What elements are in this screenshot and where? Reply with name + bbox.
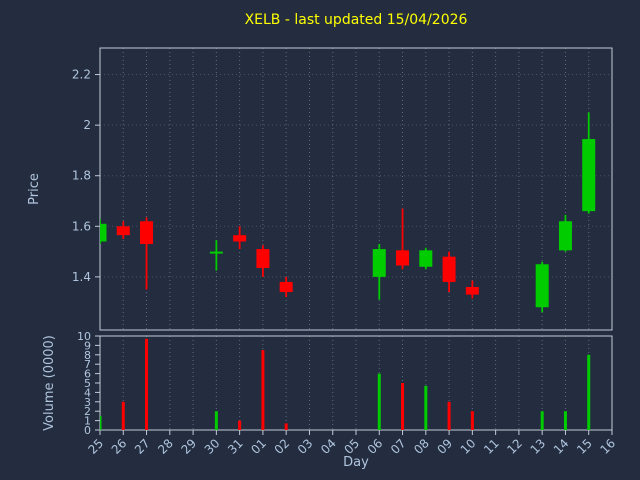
price-tick-label: 1.4 <box>72 270 91 284</box>
day-tick-label: 03 <box>295 436 316 457</box>
volume-tick-label: 3 <box>84 396 91 409</box>
volume-bar <box>238 420 242 430</box>
volume-tick-label: 9 <box>84 339 91 352</box>
day-tick-label: 07 <box>388 436 409 457</box>
volume-tick-label: 10 <box>77 330 91 343</box>
candle-body <box>419 250 433 267</box>
volume-tick-label: 5 <box>84 377 91 390</box>
candle-body <box>582 139 596 212</box>
day-tick-label: 04 <box>318 436 339 457</box>
volume-bar <box>587 354 591 430</box>
volume-tick-label: 8 <box>84 349 91 362</box>
price-tick-label: 2 <box>83 118 91 132</box>
day-tick-label: 05 <box>341 436 362 457</box>
volume-panel-border <box>99 335 613 431</box>
candle-body <box>209 251 223 254</box>
day-tick-label: 02 <box>272 436 293 457</box>
volume-tick-label: 6 <box>84 368 91 381</box>
day-tick-label: 10 <box>458 436 479 457</box>
price-tick-label: 2.2 <box>72 68 91 82</box>
day-tick-label: 06 <box>365 436 386 457</box>
day-tick-label: 16 <box>597 436 618 457</box>
volume-bar <box>540 411 544 430</box>
volume-bar <box>424 385 428 430</box>
day-tick-label: 26 <box>109 436 130 457</box>
candle-body <box>100 223 107 242</box>
volume-bar <box>284 423 288 430</box>
volume-bar <box>401 383 405 430</box>
day-tick-label: 15 <box>574 436 595 457</box>
day-tick-label: 14 <box>551 436 572 457</box>
price-tick-label: 1.8 <box>72 169 91 183</box>
volume-bar <box>447 401 451 430</box>
volume-tick-label: 7 <box>84 358 91 371</box>
candle-body <box>256 249 270 269</box>
day-tick-label: 27 <box>132 436 153 457</box>
day-tick-label: 09 <box>435 436 456 457</box>
price-tick-label: 1.6 <box>72 219 91 233</box>
candle-body <box>140 221 154 245</box>
day-tick-label: 11 <box>481 436 502 457</box>
volume-bar <box>145 338 149 430</box>
day-tick-label: 01 <box>248 436 269 457</box>
volume-bar <box>121 401 125 430</box>
volume-tick-label: 4 <box>84 386 91 399</box>
chart-title: XELB - last updated 15/04/2026 <box>244 12 468 28</box>
day-tick-label: 31 <box>225 436 246 457</box>
day-tick-label: 13 <box>528 436 549 457</box>
volume-bar <box>261 350 265 430</box>
day-tick-label: 25 <box>85 436 106 457</box>
candle-body <box>116 226 130 236</box>
volume-bar <box>214 411 218 430</box>
volume-bar <box>100 415 102 430</box>
x-axis-label: Day <box>343 455 369 470</box>
day-tick-label: 12 <box>504 436 525 457</box>
volume-tick-label: 1 <box>84 415 91 428</box>
candle-body <box>396 250 410 266</box>
candle-body <box>279 281 293 293</box>
price-panel-border <box>99 47 613 331</box>
day-tick-label: 30 <box>202 436 223 457</box>
candle-body <box>233 235 247 242</box>
volume-bar <box>563 411 567 430</box>
volume-bar <box>377 373 381 430</box>
candle-body <box>465 287 479 295</box>
day-tick-label: 08 <box>411 436 432 457</box>
volume-tick-label: 0 <box>84 424 91 437</box>
candle-body <box>535 264 549 308</box>
volume-tick-label: 2 <box>84 405 91 418</box>
volume-bar <box>470 411 474 430</box>
candle-body <box>558 221 572 251</box>
day-tick-label: 28 <box>155 436 176 457</box>
day-tick-label: 29 <box>179 436 200 457</box>
candle-body <box>442 256 456 282</box>
candle-body <box>372 249 386 277</box>
